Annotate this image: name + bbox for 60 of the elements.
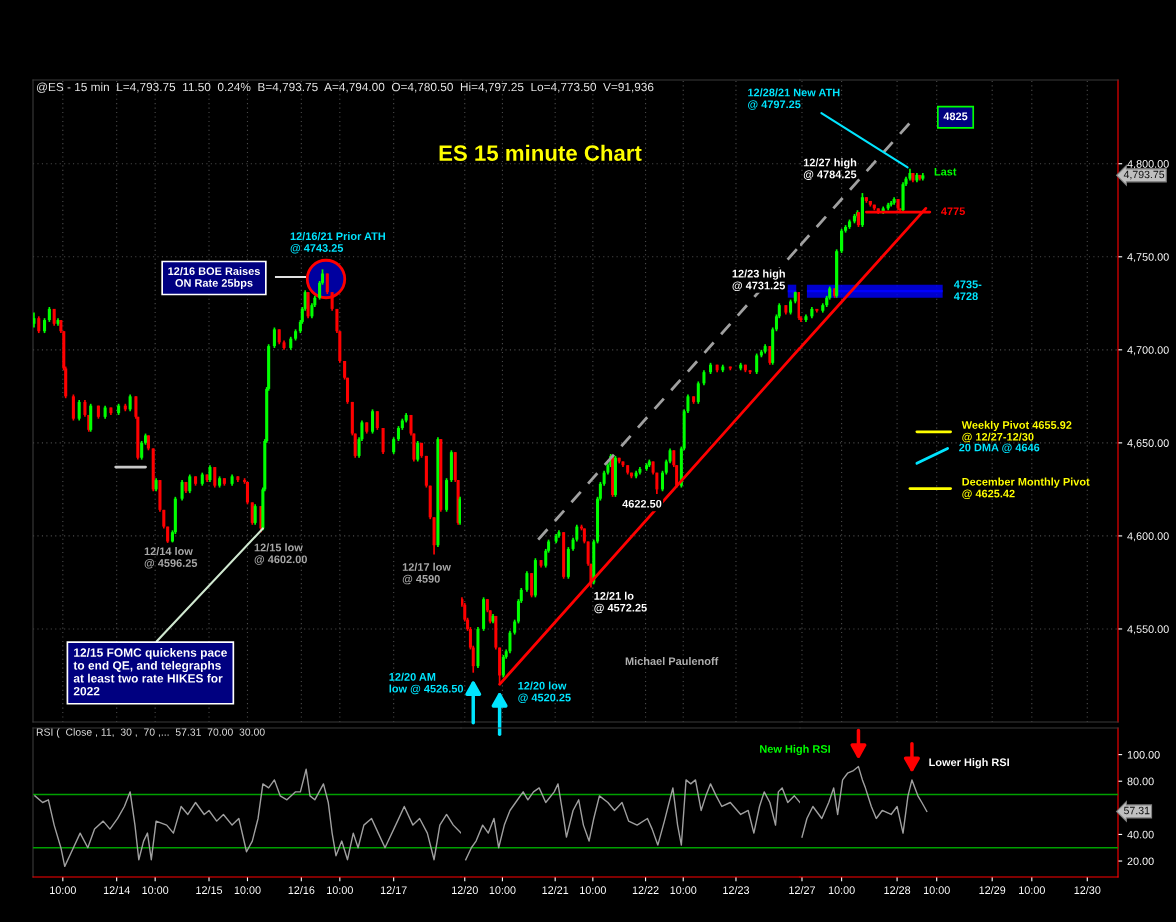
- annotation: 12/20 AM low @ 4526.50: [389, 672, 464, 695]
- annotation: 12/23 high @ 4731.25: [732, 269, 786, 292]
- y-tick-label: 4,600.00: [1127, 532, 1169, 542]
- text: ES 15 minute Chart: [439, 144, 642, 161]
- annotation: 12/14 low @ 4596.25: [144, 547, 198, 569]
- text: 4,793.75: [1123, 170, 1165, 180]
- x-tick-label: 10:00: [828, 886, 855, 894]
- annotation: 4622.50: [622, 499, 662, 508]
- annotation: Michael Paulenoff: [625, 657, 719, 666]
- series-label: 4775: [941, 207, 965, 216]
- y-tick-label: 80.00: [1127, 777, 1154, 786]
- annotation: New High RSI: [760, 744, 830, 756]
- x-tick-label: 12/14: [103, 886, 130, 894]
- x-tick-label: 12/15: [196, 886, 223, 894]
- x-tick-label: 12/27: [789, 886, 815, 894]
- x-tick-label: 12/28: [884, 886, 911, 894]
- x-tick-label: 10:00: [670, 886, 697, 894]
- y-tick-label: 4,550.00: [1127, 625, 1169, 635]
- x-tick-label: 10:00: [923, 886, 950, 894]
- annotation: 12/15 low @ 4602.00: [254, 543, 307, 565]
- annotation: Lower High RSI: [929, 758, 1009, 769]
- x-tick-label: 12/20: [452, 886, 478, 894]
- x-tick-label: 12/23: [723, 886, 750, 894]
- x-tick-label: 12/22: [632, 886, 659, 894]
- annotation: 12/21 lo @ 4572.25: [594, 591, 647, 614]
- annotation: 12/16 BOE Raises ON Rate 25bps: [168, 266, 260, 290]
- x-tick-label: 12/29: [979, 886, 1006, 894]
- annotation: 12/27 high @ 4784.25: [803, 158, 857, 180]
- chart-subtitle: @ES - 15 min L=4,793.75 11.50 0.24% B=4,793.75 A=4,794.00 O=4,780.50 Hi=4,797.25 Lo=4,773.50 V=91,936: [36, 82, 654, 93]
- annotation: 12/15 FOMC quickens pace to end QE, and telegraphs at least two rate HIKES for 2022: [73, 648, 227, 696]
- x-tick-label: 10:00: [142, 886, 169, 894]
- y-tick-label: 100.00: [1127, 750, 1160, 759]
- x-tick-label: 10:00: [580, 886, 606, 894]
- annotation: Last: [934, 167, 957, 176]
- annotation: 12/16/21 Prior ATH @ 4743.25: [290, 232, 386, 254]
- series-label: December Monthly Pivot @ 4625.42: [962, 477, 1090, 500]
- annotation: 12/20 low @ 4520.25: [518, 681, 571, 704]
- annotation: 4825: [943, 112, 968, 121]
- y-tick-label: 4,800.00: [1127, 160, 1169, 170]
- series-label: Weekly Pivot 4655.92 @ 12/27-12/30: [961, 420, 1072, 443]
- x-tick-label: 10:00: [327, 886, 353, 894]
- x-tick-label: 12/17: [380, 886, 407, 894]
- y-tick-label: 4,700.00: [1127, 346, 1169, 356]
- x-tick-label: 10:00: [1019, 886, 1045, 894]
- series-label: 20 DMA @ 4646: [959, 443, 1040, 454]
- x-tick-label: 10:00: [489, 886, 516, 894]
- x-tick-label: 10:00: [50, 886, 76, 894]
- x-tick-label: 12/21: [542, 886, 569, 894]
- chart-title: RSI ( Close , 11, 30 , 70 ,... 57.31 70.00 30.00: [36, 728, 265, 738]
- annotation: 12/28/21 New ATH @ 4797.25: [748, 88, 840, 110]
- series-label: 4735- 4728: [953, 280, 982, 301]
- y-tick-label: 4,750.00: [1127, 253, 1169, 263]
- y-tick-label: 40.00: [1127, 830, 1154, 839]
- y-tick-label: 4,650.00: [1127, 439, 1169, 449]
- x-tick-label: 12/16: [288, 886, 315, 894]
- x-tick-label: 10:00: [234, 886, 261, 894]
- text: 57.31: [1123, 806, 1150, 815]
- annotation: 12/17 low @ 4590: [402, 562, 451, 585]
- x-tick-label: 12/30: [1074, 886, 1101, 894]
- y-tick-label: 20.00: [1127, 857, 1154, 866]
